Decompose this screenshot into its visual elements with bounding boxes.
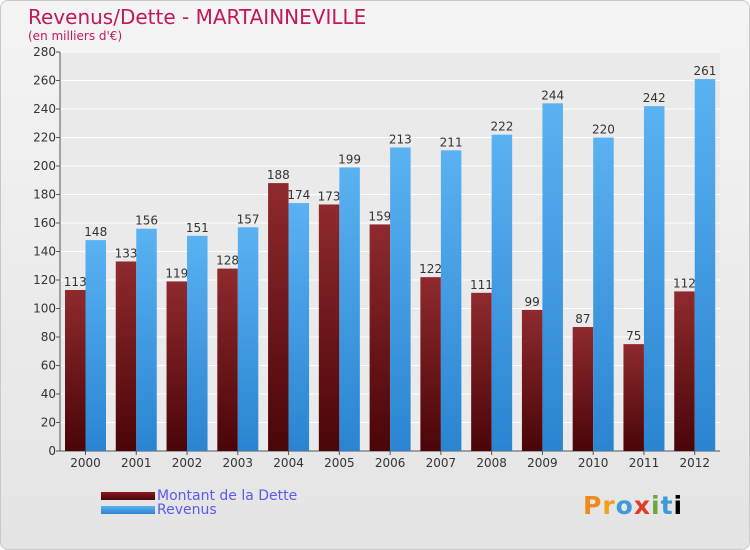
bar-revenus [187, 235, 208, 451]
x-tick-label: 2008 [476, 456, 507, 470]
data-label-dette: 99 [525, 295, 540, 309]
bar-dette [115, 261, 137, 451]
y-tick-label: 40 [41, 387, 56, 401]
data-label-revenus: 211 [440, 135, 463, 149]
data-label-revenus: 244 [541, 88, 564, 102]
y-tick-label: 100 [33, 302, 56, 316]
legend-swatch-dette [101, 492, 155, 500]
data-label-dette: 128 [216, 254, 239, 268]
bar-dette [674, 291, 695, 451]
data-label-dette: 188 [267, 168, 290, 182]
bar-dette [166, 281, 188, 451]
y-tick-label: 60 [41, 359, 56, 373]
bar-dette [420, 277, 441, 451]
x-tick-label: 2005 [324, 456, 355, 470]
legend-item-revenus: Revenus [101, 502, 217, 518]
bar-revenus [339, 167, 360, 452]
bar-revenus [491, 134, 513, 451]
bar-revenus [288, 203, 310, 451]
data-label-revenus: 156 [135, 214, 158, 228]
bar-dette [369, 224, 391, 451]
data-label-dette: 122 [419, 262, 442, 276]
data-label-revenus: 157 [237, 212, 260, 226]
x-tick-label: 2007 [426, 456, 457, 470]
data-label-revenus: 174 [287, 188, 310, 202]
data-label-revenus: 222 [490, 120, 513, 134]
data-label-revenus: 220 [592, 123, 615, 137]
x-tick-label: 2012 [679, 456, 710, 470]
y-tick-label: 0 [48, 444, 56, 458]
y-tick-label: 220 [33, 131, 56, 145]
x-tick-label: 2000 [70, 456, 101, 470]
x-tick-label: 2002 [172, 456, 203, 470]
data-label-dette: 119 [165, 266, 188, 280]
y-tick-label: 280 [33, 45, 56, 59]
data-label-dette: 133 [115, 246, 138, 260]
bar-revenus [694, 79, 716, 451]
x-tick-label: 2011 [629, 456, 660, 470]
data-label-revenus: 213 [389, 132, 412, 146]
x-tick-label: 2003 [223, 456, 254, 470]
bar-revenus [440, 150, 462, 451]
data-label-revenus: 151 [186, 221, 209, 235]
bar-dette [65, 289, 86, 451]
bar-dette [318, 204, 340, 451]
chart-title: Revenus/Dette - MARTAINNEVILLE [28, 5, 367, 29]
y-tick-label: 200 [33, 159, 56, 173]
data-label-dette: 111 [470, 278, 493, 292]
legend-item-dette: Montant de la Dette [101, 488, 298, 504]
y-tick-label: 120 [33, 273, 56, 287]
y-tick-label: 180 [33, 188, 56, 202]
bar-revenus [237, 227, 259, 451]
data-label-revenus: 242 [643, 91, 666, 105]
bar-revenus [136, 228, 157, 451]
x-tick-label: 2001 [121, 456, 152, 470]
data-label-dette: 173 [318, 189, 341, 203]
data-label-dette: 87 [575, 312, 590, 326]
y-tick-label: 240 [33, 102, 56, 116]
legend-label-revenus: Revenus [157, 502, 217, 518]
bar-dette [521, 309, 543, 451]
bar-dette [217, 268, 238, 451]
bar-revenus [643, 106, 665, 452]
legend-swatch-revenus [101, 506, 155, 514]
bar-revenus [593, 137, 614, 451]
data-label-revenus: 261 [694, 64, 717, 78]
proxiti-logo: Proxiti [583, 491, 684, 520]
x-tick-label: 2006 [375, 456, 406, 470]
y-tick-label: 80 [41, 330, 56, 344]
y-tick-label: 260 [33, 74, 56, 88]
bar-dette [623, 344, 644, 451]
x-tick-label: 2009 [527, 456, 558, 470]
y-tick-label: 160 [33, 216, 56, 230]
bar-revenus [542, 103, 563, 452]
y-tick-label: 140 [33, 245, 56, 259]
legend-label-dette: Montant de la Dette [157, 488, 298, 504]
x-tick-label: 2010 [578, 456, 609, 470]
data-label-dette: 159 [368, 209, 391, 223]
bar-revenus [85, 240, 106, 451]
data-label-dette: 113 [64, 275, 87, 289]
data-label-dette: 112 [673, 276, 696, 290]
bar-dette [572, 327, 594, 451]
data-label-revenus: 199 [338, 152, 361, 166]
bar-dette [471, 292, 492, 451]
bar-revenus [390, 147, 411, 451]
bar-dette [268, 183, 289, 451]
data-label-dette: 75 [626, 329, 641, 343]
x-tick-label: 2004 [273, 456, 304, 470]
y-tick-label: 20 [41, 416, 56, 430]
chart-subtitle: (en milliers d'€) [28, 29, 123, 43]
data-label-revenus: 148 [84, 225, 107, 239]
